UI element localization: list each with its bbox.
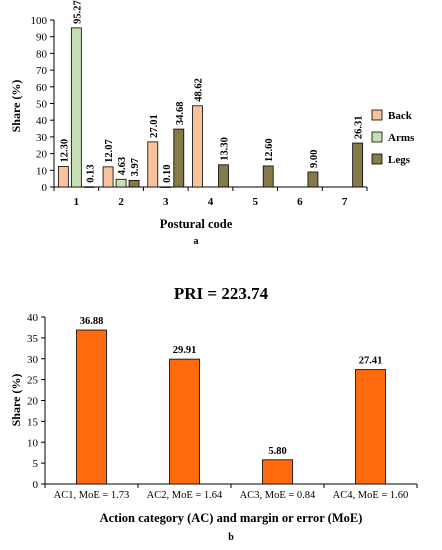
chart-a-y-tick-label: 60 — [36, 82, 48, 94]
chart-a-data-label: 26.31 — [354, 115, 365, 139]
chart-a-data-label: 95.27 — [72, 0, 83, 24]
chart-b: PRI = 223.74 Share (%) Action category (… — [9, 284, 418, 543]
chart-a-axes: 0 10 20 30 40 50 60 70 80 90 100 1 2 3 4 5 6 7 — [31, 15, 368, 208]
chart-b-data-label: 29.91 — [173, 345, 197, 356]
chart-b-y-tick-label: 15 — [27, 416, 39, 428]
chart-a-y-tick-label: 70 — [36, 65, 48, 77]
chart-b-x-tick-label: AC4, MoE = 1.60 — [333, 490, 409, 501]
chart-a-data-label: 12.60 — [264, 138, 275, 162]
chart-b-x-tick-label: AC3, MoE = 0.84 — [240, 490, 316, 501]
chart-a-y-tick-label: 50 — [36, 99, 48, 111]
chart-a-data-label: 27.01 — [149, 114, 160, 138]
chart-a-legend: Back Arms Legs — [371, 109, 415, 166]
chart-b-bar — [169, 358, 200, 485]
chart-b-data-label: 36.88 — [80, 316, 104, 327]
chart-a-y-tick-label: 40 — [36, 115, 48, 127]
chart-a-data-label: 4.63 — [117, 157, 128, 175]
chart-b-title: PRI = 223.74 — [174, 284, 269, 303]
chart-a-bar-back — [192, 105, 203, 188]
chart-a-data-label: 0.13 — [85, 164, 96, 182]
chart-b-y-tick-label: 10 — [27, 437, 39, 449]
chart-a-bar-arms — [115, 178, 127, 188]
chart-a-y-tick-label: 0 — [42, 182, 48, 194]
chart-a-y-tick-label: 80 — [36, 48, 48, 60]
chart-a-y-tick-label: 90 — [36, 32, 48, 44]
chart-a-x-tick-label: 6 — [297, 196, 303, 208]
chart-a-data-label: 9.00 — [309, 150, 320, 168]
legend-label-arms: Arms — [388, 132, 415, 144]
chart-a-bar-legs — [173, 128, 185, 188]
chart-a-data-label: 13.30 — [220, 137, 231, 161]
chart-b-axes: 0 5 10 15 20 25 30 35 40 AC1, MoE = 1.73 AC2, MoE … — [27, 312, 418, 501]
chart-a-y-tick-label: 20 — [36, 149, 48, 161]
chart-b-bar — [262, 459, 293, 485]
chart-a: Share (%) Postural code a 0 10 20 30 40 50 60 7… — [9, 0, 415, 247]
chart-a-y-tick-label: 10 — [36, 165, 48, 177]
chart-b-y-axis-label: Share (%) — [9, 374, 23, 427]
chart-a-y-tick-label: 100 — [31, 15, 48, 27]
chart-a-x-axis-label: Postural code — [160, 217, 233, 231]
chart-a-bar-legs — [262, 165, 274, 188]
chart-b-y-tick-label: 5 — [33, 458, 39, 470]
chart-a-x-tick-label: 1 — [74, 196, 80, 208]
chart-b-bar — [76, 329, 107, 485]
chart-a-bar-back — [57, 166, 69, 188]
chart-a-x-tick-label: 5 — [252, 196, 258, 208]
legend-label-legs: Legs — [388, 154, 411, 166]
chart-a-bars: 12.30 95.27 0.13 12.074.63 3.97 27.01 0.10 34.6… — [57, 0, 365, 188]
legend-label-back: Back — [388, 110, 413, 122]
chart-a-x-tick-label: 2 — [118, 196, 124, 208]
chart-b-bars: 36.88 29.91 5.80 27.41 — [76, 316, 386, 485]
chart-a-bar-legs — [307, 171, 319, 188]
chart-b-x-tick-label: AC2, MoE = 1.64 — [147, 490, 223, 501]
legend-swatch-legs — [371, 153, 383, 165]
chart-a-x-tick-label: 4 — [208, 196, 214, 208]
chart-a-data-label: 12.30 — [59, 139, 70, 163]
chart-a-y-axis-label: Share (%) — [9, 80, 23, 133]
chart-b-y-tick-label: 25 — [27, 375, 39, 387]
chart-a-y-tick-label: 30 — [36, 132, 48, 144]
chart-a-bar-legs — [83, 186, 95, 188]
chart-b-data-label: 5.80 — [268, 446, 286, 457]
chart-b-y-tick-label: 30 — [27, 354, 39, 366]
chart-b-x-tick-label: AC1, MoE = 1.73 — [54, 490, 130, 501]
chart-a-data-label: 34.68 — [175, 101, 186, 125]
chart-a-bar-legs — [218, 164, 229, 188]
chart-b-panel-label: b — [228, 532, 234, 543]
chart-a-data-label: 48.62 — [194, 78, 205, 102]
chart-b-y-tick-label: 35 — [27, 333, 39, 345]
chart-b-y-tick-label: 0 — [33, 479, 39, 491]
chart-a-bar-legs — [352, 142, 364, 188]
chart-a-bar-back — [102, 166, 114, 188]
chart-a-data-label: 0.10 — [162, 164, 173, 182]
chart-a-x-tick-label: 7 — [342, 196, 348, 208]
chart-a-bar-legs — [128, 179, 140, 188]
chart-a-data-label: 3.97 — [130, 158, 141, 176]
legend-swatch-back — [371, 109, 383, 121]
chart-b-bar — [355, 369, 386, 485]
chart-a-bar-back — [147, 141, 159, 188]
chart-b-y-tick-label: 20 — [27, 396, 39, 408]
chart-a-bar-arms — [160, 186, 172, 188]
chart-b-data-label: 27.41 — [359, 356, 383, 367]
chart-b-x-axis-label: Action category (AC) and margin or error… — [100, 511, 363, 525]
chart-a-x-tick-label: 3 — [163, 196, 169, 208]
chart-a-panel-label: a — [194, 236, 199, 247]
legend-swatch-arms — [371, 131, 383, 143]
chart-b-y-tick-label: 40 — [27, 312, 39, 324]
chart-a-bar-arms — [70, 27, 82, 188]
chart-a-data-label: 12.07 — [104, 139, 115, 163]
